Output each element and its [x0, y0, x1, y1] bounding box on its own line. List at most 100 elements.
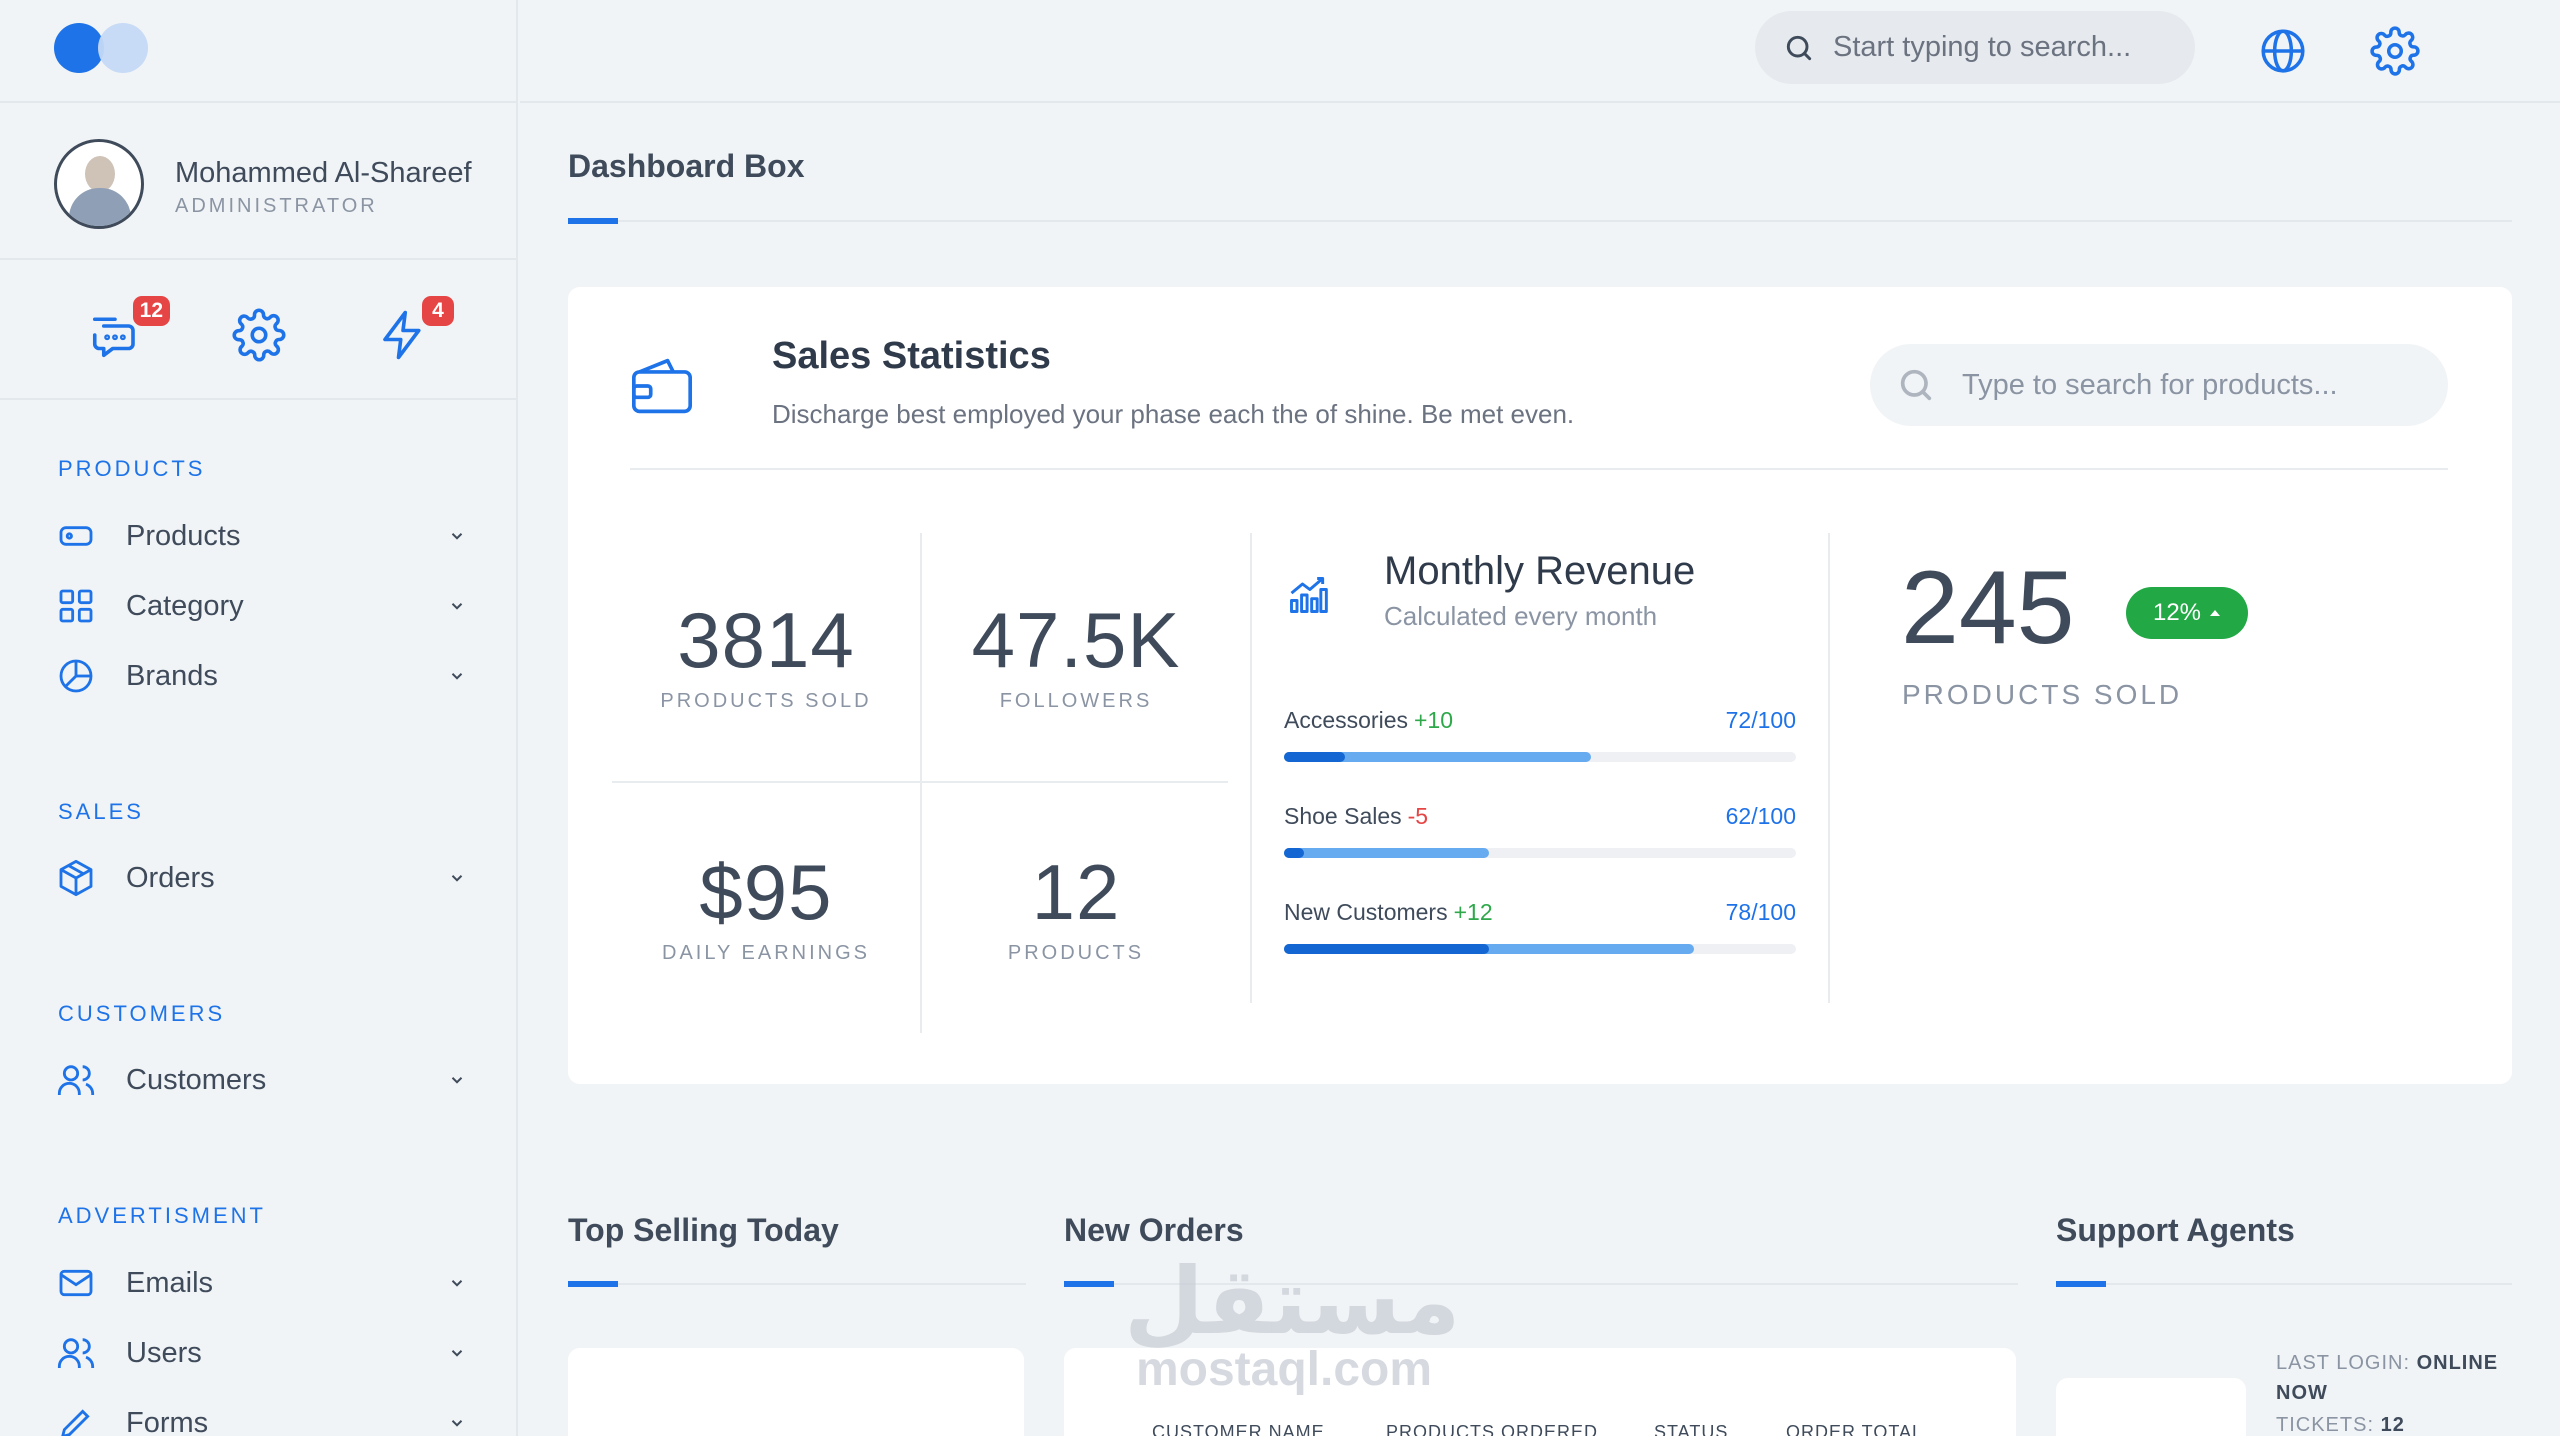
column-header[interactable]: STATUS — [1654, 1422, 1729, 1436]
sidebar-item-label: Brands — [126, 659, 218, 692]
settings-button-top[interactable] — [2370, 26, 2420, 76]
users-icon — [56, 1060, 96, 1100]
global-search-input[interactable] — [1833, 31, 2173, 64]
column-header[interactable]: ORDER TOTAL — [1786, 1422, 1924, 1436]
title-accent — [568, 218, 618, 224]
caret-up-icon — [2209, 608, 2221, 618]
global-search[interactable] — [1755, 11, 2195, 84]
agent-last-login: LAST LOGIN: ONLINE — [2276, 1352, 2498, 1375]
progress-delta: +12 — [1453, 899, 1493, 925]
agent-avatar-card — [2056, 1378, 2246, 1436]
agent-last-login-value-2: NOW — [2276, 1382, 2328, 1404]
stat-label: PRODUCTS — [1007, 942, 1145, 964]
top-selling-card — [568, 1348, 1024, 1436]
chevron-down-icon — [448, 667, 466, 685]
progress-fill-light — [1284, 944, 1694, 954]
sidebar-item-label: Orders — [126, 861, 215, 894]
new-orders-card — [1064, 1348, 2016, 1436]
progress-fill-dark — [1284, 752, 1346, 762]
settings-button[interactable] — [232, 308, 288, 364]
sidebar-item-label: Emails — [126, 1266, 214, 1299]
stat-followers: 47.5K FOLLOWERS — [922, 595, 1230, 713]
progress-delta: -5 — [1407, 803, 1429, 829]
progress-new-customers: New Customers +12 78/100 — [1284, 899, 1796, 954]
progress-shoe-sales: Shoe Sales -5 62/100 — [1284, 803, 1796, 858]
column-divider — [1828, 533, 1830, 1003]
sidebar-item-label: Category — [126, 589, 244, 622]
chevron-down-icon — [448, 1344, 466, 1362]
stat-products-sold: 3814 PRODUCTS SOLD — [612, 595, 920, 713]
wallet-icon — [628, 355, 696, 417]
progress-fill-light — [1284, 752, 1592, 762]
highlight-value: 245 — [1901, 550, 2075, 666]
bar-chart-icon — [1286, 573, 1330, 617]
section-new-orders: New Orders — [1064, 1212, 1244, 1248]
sidebar-item-products[interactable]: Products — [56, 511, 466, 561]
pencil-icon — [56, 1403, 96, 1436]
sidebar-item-forms[interactable]: Forms — [56, 1398, 466, 1436]
agent-last-login-value: ONLINE — [2416, 1352, 2499, 1374]
chevron-down-icon — [448, 1414, 466, 1432]
section-accent — [2056, 1281, 2106, 1287]
sidebar-item-brands[interactable]: Brands — [56, 651, 466, 701]
chat-icon — [88, 308, 144, 362]
stat-value: 3814 — [677, 596, 855, 684]
growth-value: 12% — [2152, 599, 2202, 626]
tag-icon — [56, 516, 96, 556]
agent-tickets: TICKETS: 12 — [2276, 1414, 2405, 1436]
stat-value: $95 — [699, 848, 833, 936]
grid-icon — [56, 586, 96, 626]
nav-section-customers: CUSTOMERS — [58, 1001, 226, 1026]
sidebar-item-users[interactable]: Users — [56, 1328, 466, 1378]
page-title: Dashboard Box — [568, 148, 805, 184]
highlight-label: PRODUCTS SOLD — [1902, 679, 2183, 710]
watermark-arabic: مستقل — [1124, 1251, 1461, 1353]
messages-button[interactable]: 12 — [88, 296, 170, 364]
column-header[interactable]: PRODUCTS ORDERED — [1386, 1422, 1599, 1436]
agent-tickets-label: TICKETS: — [2276, 1414, 2375, 1436]
section-top-selling: Top Selling Today — [568, 1212, 839, 1248]
progress-label: Shoe Sales — [1284, 803, 1402, 829]
title-divider — [568, 220, 2512, 222]
chevron-down-icon — [448, 597, 466, 615]
progress-label: Accessories — [1284, 707, 1408, 733]
avatar[interactable] — [54, 139, 144, 229]
sidebar-item-label: Products — [126, 519, 241, 552]
nav-section-sales: SALES — [58, 799, 144, 824]
lightning-icon — [376, 308, 432, 362]
search-icon — [1896, 365, 1936, 405]
agent-last-login-cont: NOW — [2276, 1382, 2328, 1405]
sales-statistics-card: Sales Statistics Discharge best employed… — [568, 287, 2512, 1084]
app-logo[interactable] — [54, 23, 150, 73]
stat-daily-earnings: $95 DAILY EARNINGS — [612, 847, 920, 965]
sidebar-item-emails[interactable]: Emails — [56, 1258, 466, 1308]
product-search[interactable] — [1870, 344, 2448, 426]
card-title: Sales Statistics — [772, 335, 1051, 377]
language-button[interactable] — [2258, 26, 2308, 76]
messages-badge: 12 — [132, 296, 170, 326]
column-header[interactable]: CUSTOMER NAME — [1152, 1422, 1325, 1436]
alerts-button[interactable]: 4 — [376, 296, 454, 364]
sidebar-item-customers[interactable]: Customers — [56, 1055, 466, 1105]
watermark-latin: mostaql.com — [1135, 1343, 1433, 1396]
sidebar-item-category[interactable]: Category — [56, 581, 466, 631]
progress-accessories: Accessories +10 72/100 — [1284, 707, 1796, 762]
progress-label: New Customers — [1284, 899, 1448, 925]
stat-products: 12 PRODUCTS — [922, 847, 1230, 965]
stat-label: DAILY EARNINGS — [662, 942, 870, 964]
gear-icon — [232, 308, 288, 362]
alerts-badge: 4 — [422, 296, 454, 326]
agent-tickets-value: 12 — [2380, 1414, 2405, 1436]
agent-last-login-label: LAST LOGIN: — [2276, 1352, 2411, 1374]
product-search-input[interactable] — [1962, 368, 2422, 402]
profile-role: ADMINISTRATOR — [175, 195, 378, 217]
nav-section-products: PRODUCTS — [58, 456, 206, 481]
users-icon — [56, 1333, 96, 1373]
search-icon — [1783, 32, 1815, 64]
section-divider — [568, 1283, 1026, 1285]
section-accent — [568, 1281, 618, 1287]
sidebar-item-label: Customers — [126, 1063, 267, 1096]
sidebar-item-orders[interactable]: Orders — [56, 853, 466, 903]
progress-track — [1284, 752, 1796, 762]
card-subtitle: Discharge best employed your phase each … — [772, 399, 1575, 429]
